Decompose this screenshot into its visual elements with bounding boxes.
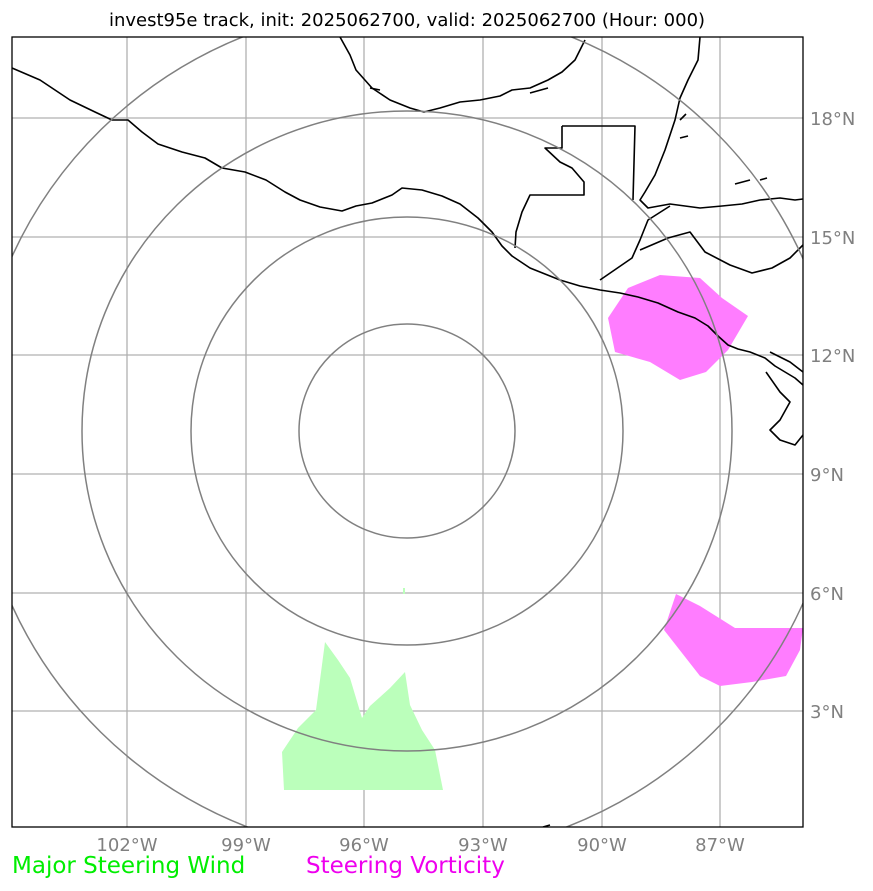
gulf-coast-mexico	[339, 37, 586, 113]
lat-tick-label: 15°N	[810, 228, 855, 249]
vorticity-area-south	[664, 594, 803, 686]
range-ring-1	[298, 323, 516, 539]
steering-wind-speck	[403, 588, 405, 594]
honduras-inner-border	[599, 205, 803, 281]
lat-tick-label: 18°N	[810, 109, 855, 130]
lat-tick-label: 3°N	[810, 702, 844, 723]
steering-wind-area	[282, 642, 443, 790]
steering-wind-shading	[282, 588, 443, 790]
range-rings	[12, 37, 803, 827]
legend-major-steering-wind: Major Steering Wind	[12, 853, 246, 879]
lon-tick-label: 102°W	[96, 835, 157, 856]
lon-tick-label: 99°W	[221, 835, 271, 856]
lon-tick-label: 90°W	[577, 835, 627, 856]
nicaragua-coast	[765, 351, 803, 446]
legend-steering-vorticity: Steering Vorticity	[306, 853, 505, 879]
lon-tick-labels: 102°W 99°W 96°W 93°W 90°W 87°W	[96, 835, 745, 856]
coastlines	[12, 37, 803, 827]
belize-yucatan-coast	[639, 37, 803, 209]
map-panel	[12, 37, 803, 827]
pacific-coast-mexico-central-america	[12, 67, 803, 386]
graticule	[12, 37, 803, 827]
lat-tick-label: 9°N	[810, 465, 844, 486]
lat-tick-label: 6°N	[810, 584, 844, 605]
lat-tick-label: 12°N	[810, 346, 855, 367]
guatemala-mexico-border	[514, 126, 585, 249]
belize-border	[562, 125, 636, 201]
lon-tick-label: 93°W	[458, 835, 508, 856]
lat-tick-labels: 18°N 15°N 12°N 9°N 6°N 3°N	[810, 109, 855, 723]
steering-vorticity-shading	[608, 275, 803, 686]
map-title: invest95e track, init: 2025062700, valid…	[109, 10, 705, 31]
vorticity-area-gulf-fonseca	[608, 275, 748, 380]
map-frame	[11, 36, 804, 828]
lon-tick-label: 87°W	[695, 835, 745, 856]
caribbean-islands	[369, 87, 768, 827]
lon-tick-label: 96°W	[339, 835, 389, 856]
range-ring-3	[81, 110, 733, 752]
range-ring-2	[190, 216, 624, 646]
